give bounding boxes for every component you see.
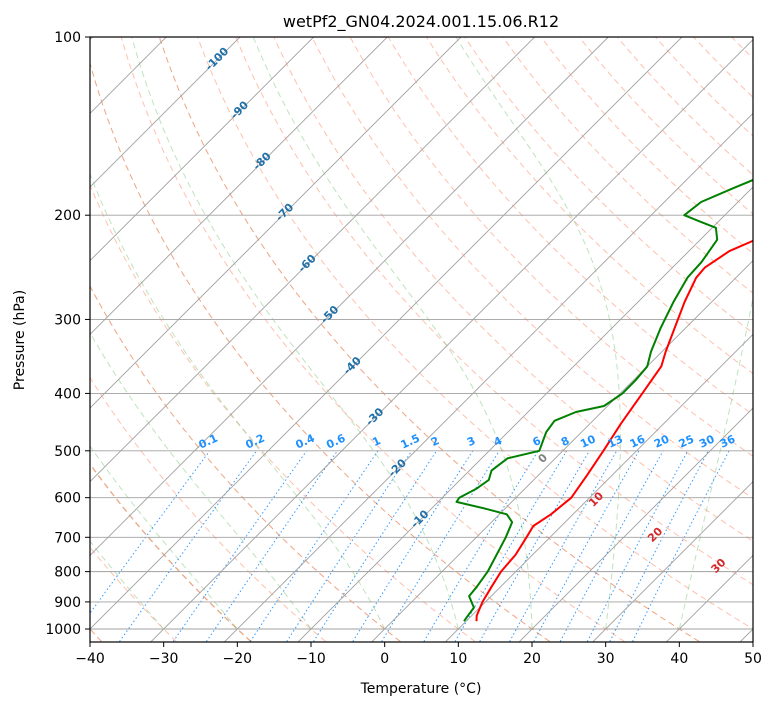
moist-adiabat bbox=[90, 445, 238, 630]
x-tick-label: 40 bbox=[670, 651, 688, 667]
mixing-ratio-label: 25 bbox=[677, 432, 696, 450]
mixing-ratio-line bbox=[313, 450, 438, 642]
dry-adiabat bbox=[235, 37, 753, 586]
dewpoint-profile bbox=[455, 178, 753, 622]
mixing-ratio-line bbox=[90, 450, 211, 614]
moist-adiabat bbox=[90, 540, 165, 630]
mixing-ratio-line bbox=[286, 450, 413, 642]
mixing-ratio-line bbox=[533, 450, 640, 642]
isotherm bbox=[297, 186, 753, 642]
chart-title: wetPf2_GN04.2024.001.15.06.R12 bbox=[283, 12, 559, 32]
mixing-ratio-label: 30 bbox=[697, 432, 717, 450]
isotherm bbox=[90, 37, 241, 188]
mixing-ratio-line bbox=[559, 450, 664, 642]
isotherm bbox=[90, 37, 462, 409]
isotherm bbox=[90, 37, 683, 630]
isotherm bbox=[90, 37, 388, 335]
mixing-ratio-label: 16 bbox=[628, 432, 648, 450]
isotherm bbox=[371, 260, 753, 642]
dry-adiabat bbox=[311, 37, 753, 499]
dry-adiabat bbox=[90, 463, 252, 642]
y-axis-label: Pressure (hPa) bbox=[12, 290, 28, 390]
moist-adiabat bbox=[90, 172, 386, 630]
y-tick-label: 400 bbox=[54, 386, 81, 402]
isotherm bbox=[150, 39, 753, 642]
y-tick-label: 900 bbox=[54, 595, 81, 611]
x-tick-label: 50 bbox=[744, 651, 762, 667]
temperature-profile bbox=[475, 239, 753, 622]
y-tick-label: 600 bbox=[54, 491, 81, 507]
dry-adiabat bbox=[90, 376, 327, 642]
y-tick-label: 800 bbox=[54, 565, 81, 581]
isotherm bbox=[444, 333, 753, 642]
isotherm bbox=[90, 37, 609, 556]
x-tick-label: −10 bbox=[296, 651, 326, 667]
moist-adiabat bbox=[252, 37, 533, 629]
plot-frame bbox=[89, 36, 754, 643]
x-tick-label: −20 bbox=[223, 651, 253, 667]
isotherm bbox=[90, 37, 536, 483]
y-tick-label: 100 bbox=[54, 30, 81, 46]
dry-adiabat bbox=[273, 37, 753, 542]
moist-adiabat bbox=[678, 294, 753, 630]
mixing-ratio-line bbox=[205, 450, 338, 642]
mixing-ratio-line bbox=[509, 450, 618, 642]
x-tick-label: 30 bbox=[597, 651, 615, 667]
dry-adiabat bbox=[90, 61, 551, 642]
dry-adiabat bbox=[197, 37, 753, 630]
mixing-ratio-label: 13 bbox=[606, 432, 625, 450]
isotherm bbox=[518, 407, 753, 642]
mixing-ratio-line bbox=[172, 450, 308, 642]
reference-lines bbox=[90, 37, 753, 642]
x-tick-label: −40 bbox=[75, 651, 105, 667]
x-tick-label: −30 bbox=[149, 651, 179, 667]
y-tick-label: 700 bbox=[54, 530, 81, 546]
dry-adiabat bbox=[502, 37, 753, 294]
x-tick-label: 0 bbox=[380, 651, 389, 667]
mixing-ratio-line bbox=[632, 450, 730, 642]
moist-adiabat bbox=[455, 37, 621, 630]
dry-adiabat bbox=[158, 37, 700, 642]
isotherm bbox=[592, 481, 753, 642]
y-tick-label: 200 bbox=[54, 208, 81, 224]
y-tick-label: 300 bbox=[54, 312, 81, 328]
y-tick-label: 1000 bbox=[45, 622, 81, 638]
dry-adiabat bbox=[120, 37, 625, 642]
x-axis-label: Temperature (°C) bbox=[360, 681, 482, 697]
isotherm bbox=[223, 112, 753, 642]
moist-adiabat bbox=[131, 37, 459, 630]
x-tick-label: 10 bbox=[449, 651, 467, 667]
x-tick-label: 20 bbox=[523, 651, 541, 667]
y-tick-label: 500 bbox=[54, 444, 81, 460]
mixing-ratio-line bbox=[381, 450, 500, 642]
x-axis: −40 −30 −20 −10 0 10 20 30 40 50 bbox=[75, 642, 762, 667]
mixing-ratio-label: 36 bbox=[718, 432, 738, 450]
dry-adiabat bbox=[464, 37, 753, 334]
data-lines bbox=[455, 178, 753, 622]
moist-adiabat bbox=[90, 331, 312, 630]
mixing-ratio-label: 10 bbox=[578, 432, 598, 450]
mixing-ratio-line bbox=[249, 450, 379, 642]
isotherm bbox=[90, 37, 315, 262]
mixing-ratio-label: 20 bbox=[652, 432, 672, 450]
y-axis: 100 200 300 400 500 600 700 800 900 1000 bbox=[45, 30, 90, 638]
